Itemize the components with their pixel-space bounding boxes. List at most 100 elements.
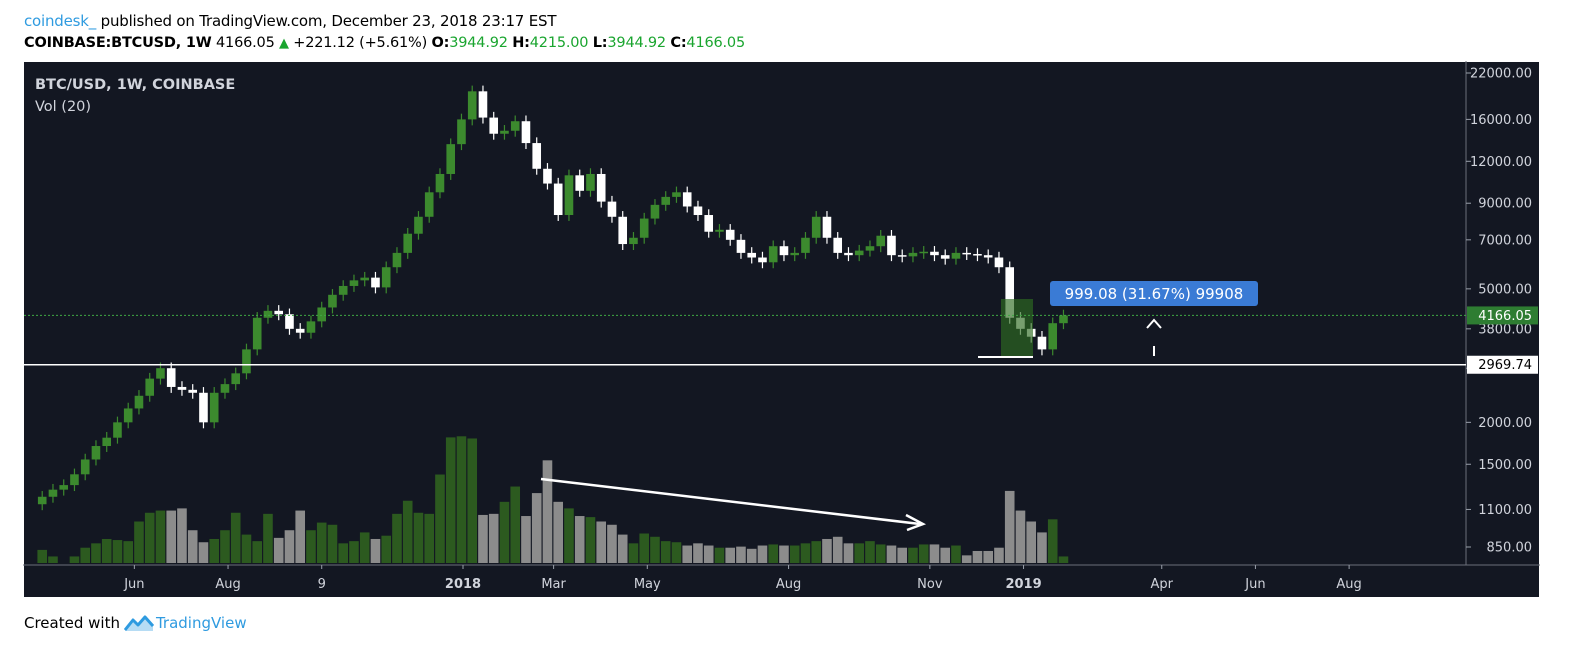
volume-bar bbox=[392, 513, 402, 563]
candle-body bbox=[596, 173, 606, 202]
volume-bar bbox=[1058, 556, 1069, 563]
volume-bar bbox=[574, 516, 585, 563]
volume-bar bbox=[435, 474, 445, 563]
volume-bar bbox=[69, 556, 80, 563]
candle-body bbox=[811, 216, 821, 238]
measure-label-bg bbox=[1050, 281, 1258, 306]
candle-body bbox=[317, 307, 327, 322]
candle-body bbox=[650, 204, 660, 219]
volume-bar bbox=[531, 493, 542, 563]
candle-body bbox=[940, 255, 950, 259]
volume-bar bbox=[553, 501, 564, 563]
price-tick-label: 3800.00 bbox=[1478, 322, 1532, 337]
candle-body bbox=[553, 183, 563, 216]
price-tick-label: 5000.00 bbox=[1478, 282, 1532, 297]
volume-bar bbox=[478, 514, 488, 563]
candle-body bbox=[801, 237, 810, 253]
volume-bar bbox=[961, 555, 972, 563]
candle-body bbox=[59, 485, 69, 490]
volume-bar bbox=[736, 546, 746, 563]
candle-body bbox=[446, 144, 456, 174]
volume-bar bbox=[596, 521, 607, 563]
volume-bar bbox=[1037, 532, 1047, 563]
volume-bar bbox=[155, 510, 166, 563]
price-chart[interactable]: 22000.00 16000.00 12000.00 9000.00 7000.00 50… bbox=[23, 61, 1540, 598]
candle-body bbox=[844, 252, 853, 256]
volume-bar bbox=[284, 530, 295, 563]
candle-body bbox=[575, 175, 585, 191]
time-tick-label: Jun bbox=[1244, 577, 1265, 592]
candle-body bbox=[768, 246, 778, 263]
symbol-name: COINBASE:BTCUSD, 1W bbox=[24, 35, 212, 51]
candle-body bbox=[693, 206, 703, 216]
symbol-info: COINBASE:BTCUSD, 1W 4166.05 ▲ +221.12 (+… bbox=[24, 35, 745, 51]
volume-bar bbox=[263, 513, 273, 563]
low-value: 3944.92 bbox=[607, 35, 666, 51]
volume-bar bbox=[929, 544, 940, 563]
candle-body bbox=[263, 310, 273, 318]
candle-body bbox=[725, 229, 735, 240]
volume-bar bbox=[198, 542, 209, 563]
candle-body bbox=[338, 285, 348, 295]
price-tick-label: 12000.00 bbox=[1470, 155, 1532, 170]
volume-bar bbox=[166, 510, 177, 563]
volume-bar bbox=[456, 436, 467, 563]
volume-bar bbox=[177, 508, 187, 563]
candle-body bbox=[381, 267, 391, 288]
volume-bar bbox=[682, 545, 693, 563]
candle-body bbox=[306, 321, 316, 333]
volume-bar bbox=[940, 547, 951, 563]
volume-bar bbox=[48, 556, 58, 563]
author-link[interactable]: coindesk_ bbox=[24, 12, 97, 30]
candle-body bbox=[199, 392, 208, 423]
support-label: 2969.74 bbox=[1478, 358, 1532, 373]
volume-bar bbox=[349, 541, 359, 563]
volume-bar bbox=[252, 541, 263, 563]
volume-bar bbox=[467, 438, 478, 563]
candle-body bbox=[285, 314, 294, 329]
volume-bar bbox=[994, 547, 1004, 563]
volume-bar bbox=[918, 544, 929, 563]
tradingview-link[interactable]: TradingView bbox=[123, 614, 247, 632]
candle-body bbox=[392, 252, 402, 268]
candle-body bbox=[371, 277, 380, 288]
candle-body bbox=[607, 201, 617, 217]
close-value: 4166.05 bbox=[686, 35, 745, 51]
candle-body bbox=[435, 173, 445, 193]
candle-body bbox=[91, 446, 101, 460]
candle-body bbox=[876, 235, 886, 247]
volume-bar bbox=[112, 540, 123, 563]
price-tick-label: 9000.00 bbox=[1478, 197, 1532, 212]
volume-bar bbox=[703, 545, 714, 563]
time-axis bbox=[24, 565, 1539, 597]
candle-body bbox=[521, 121, 531, 144]
volume-bar bbox=[832, 536, 843, 563]
candle-body bbox=[37, 496, 47, 505]
candle-body bbox=[962, 252, 972, 255]
volume-bar bbox=[1015, 510, 1026, 563]
volume-bar bbox=[822, 538, 832, 563]
candle-body bbox=[510, 121, 520, 131]
candle-body bbox=[102, 437, 112, 447]
volume-bar bbox=[800, 543, 811, 563]
candle-body bbox=[328, 294, 337, 308]
price-tick-label: 16000.00 bbox=[1470, 113, 1532, 128]
volume-bar bbox=[521, 516, 531, 563]
volume-bar bbox=[499, 501, 510, 563]
volume-bar bbox=[865, 541, 875, 563]
volume-bar bbox=[359, 532, 370, 563]
tradingview-logo-icon bbox=[123, 615, 154, 631]
candle-body bbox=[1005, 267, 1015, 318]
price-tick-label: 850.00 bbox=[1487, 541, 1533, 556]
time-tick-label: 9 bbox=[318, 577, 326, 592]
volume-bar bbox=[768, 544, 779, 563]
candle-body bbox=[403, 233, 413, 253]
candle-body bbox=[790, 252, 800, 256]
candle-body bbox=[639, 218, 649, 238]
volume-bar bbox=[779, 545, 789, 563]
candle-body bbox=[295, 328, 305, 333]
volume-bar bbox=[338, 543, 349, 563]
last-price-tag bbox=[1467, 306, 1538, 325]
volume-indicator-label: Vol (20) bbox=[35, 99, 91, 115]
volume-bar bbox=[639, 533, 650, 563]
